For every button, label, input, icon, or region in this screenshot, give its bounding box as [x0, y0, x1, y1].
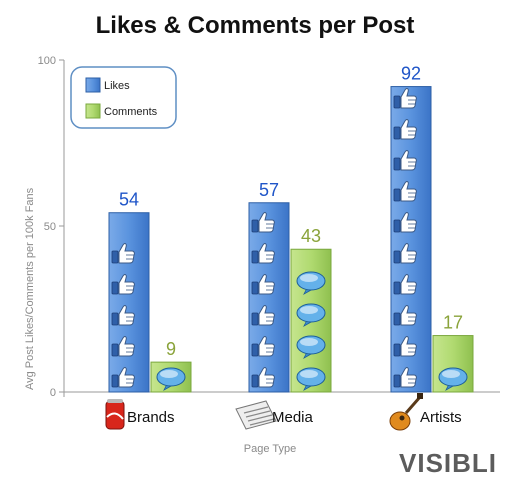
- y-tick-label: 50: [44, 221, 56, 233]
- value-label-comments-artists: 17: [443, 313, 463, 333]
- bar-icons: [251, 212, 275, 388]
- bar-likes-brands: [108, 212, 150, 393]
- x-axis-label: Page Type: [243, 443, 297, 455]
- legend-swatch-likes: [85, 77, 101, 93]
- legend-label-comments: Comments: [104, 106, 158, 118]
- speech-bubble-icon: [438, 367, 468, 391]
- bar-icons: [296, 271, 326, 391]
- thumbs-up-icon: [251, 274, 275, 295]
- speech-bubble-icon: [296, 367, 326, 391]
- value-label-comments-brands: 9: [166, 339, 176, 359]
- y-tick-label: 100: [38, 55, 56, 67]
- value-label-comments-media: 43: [301, 226, 321, 246]
- thumbs-up-icon: [393, 212, 417, 233]
- value-label-likes-brands: 54: [119, 190, 139, 210]
- y-tick-label: 0: [50, 387, 56, 399]
- bar-likes-media: [248, 202, 290, 393]
- thumbs-up-icon: [393, 243, 417, 264]
- thumbs-up-icon: [393, 274, 417, 295]
- category-label-media: Media: [272, 409, 314, 426]
- thumbs-up-icon: [251, 243, 275, 264]
- thumbs-up-icon: [251, 212, 275, 233]
- category-label-brands: Brands: [127, 409, 175, 426]
- legend: Likes Comments: [70, 66, 177, 129]
- thumbs-up-icon: [111, 336, 135, 357]
- thumbs-up-icon: [393, 88, 417, 109]
- value-label-likes-media: 57: [259, 180, 279, 200]
- thumbs-up-icon: [111, 243, 135, 264]
- bar-icons: [438, 367, 468, 391]
- thumbs-up-icon: [393, 367, 417, 388]
- speech-bubble-icon: [296, 303, 326, 327]
- thumbs-up-icon: [111, 305, 135, 326]
- thumbs-up-icon: [393, 305, 417, 326]
- thumbs-up-icon: [393, 336, 417, 357]
- thumbs-up-icon: [393, 150, 417, 171]
- visibli-logo: VISIBLI: [399, 448, 498, 478]
- thumbs-up-icon: [251, 336, 275, 357]
- soda-can-icon: [105, 399, 125, 430]
- guitar-icon: [389, 393, 423, 431]
- category-label-artists: Artists: [420, 409, 462, 426]
- chart-title: Likes & Comments per Post: [95, 12, 415, 39]
- thumbs-up-icon: [251, 367, 275, 388]
- legend-swatch-comments: [85, 103, 101, 119]
- thumbs-up-icon: [111, 367, 135, 388]
- legend-label-likes: Likes: [104, 80, 130, 92]
- speech-bubble-icon: [296, 271, 326, 295]
- speech-bubble-icon: [296, 335, 326, 359]
- value-label-likes-artists: 92: [401, 64, 421, 84]
- bar-icons: [393, 88, 417, 388]
- bar-icons: [111, 243, 135, 388]
- thumbs-up-icon: [393, 119, 417, 140]
- thumbs-up-icon: [111, 274, 135, 295]
- thumbs-up-icon: [393, 181, 417, 202]
- bar-icons: [156, 367, 186, 391]
- newspaper-icon: [235, 400, 277, 430]
- legend-box: [70, 66, 177, 129]
- speech-bubble-icon: [156, 367, 186, 391]
- bars: 54 9 57 43 92 17: [108, 64, 474, 393]
- thumbs-up-icon: [251, 305, 275, 326]
- category-labels: Brands Media Artists: [105, 393, 462, 431]
